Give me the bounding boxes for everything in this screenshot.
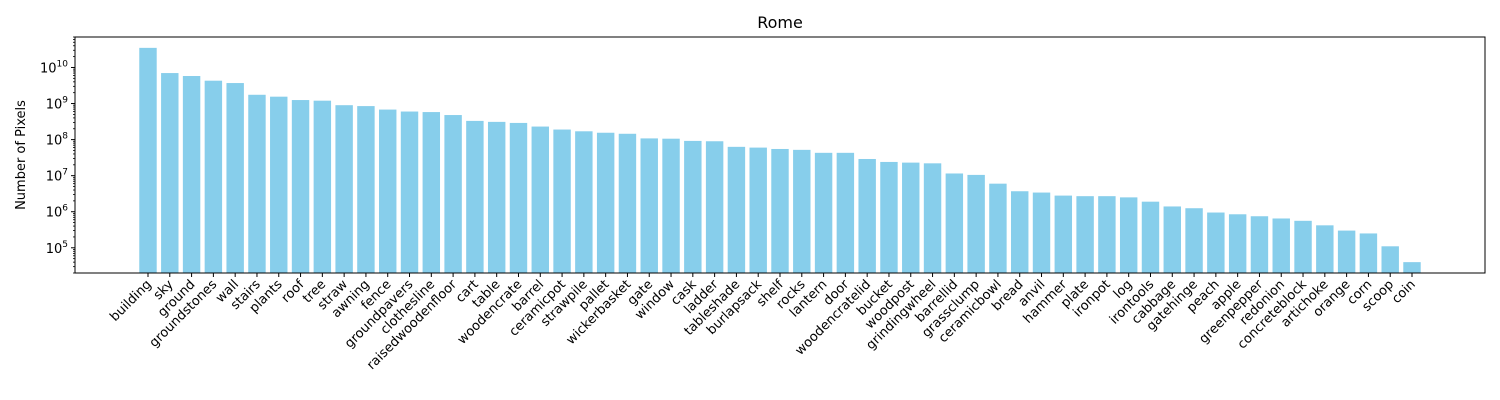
bar-fence xyxy=(379,109,397,273)
bar-cart xyxy=(466,120,484,274)
bar-plate xyxy=(1076,196,1094,273)
bar-plants xyxy=(270,96,288,274)
bar-woodencrate xyxy=(509,122,528,274)
bar-shelf xyxy=(771,148,789,273)
bar-raisedwoodenfloor xyxy=(444,115,462,273)
y-tick-label: 108 xyxy=(46,132,69,149)
bar-woodencratelid xyxy=(858,158,876,273)
bar-concreteblock xyxy=(1294,220,1312,273)
bar-pallet xyxy=(596,132,615,273)
bar-grassclump xyxy=(967,174,985,273)
plot-frame xyxy=(74,36,1486,274)
bar-greenpepper xyxy=(1250,216,1269,273)
y-tick-label: 1010 xyxy=(40,59,68,76)
bar-groundpavers xyxy=(400,111,419,273)
bar-hammer xyxy=(1054,195,1073,273)
bar-corn xyxy=(1359,233,1378,273)
bar-gate xyxy=(640,138,658,273)
bar-groundstones xyxy=(204,80,223,273)
bar-cabbage xyxy=(1163,206,1181,273)
bar-wall xyxy=(226,83,244,273)
bar-lantern xyxy=(814,152,833,273)
bar-door xyxy=(836,152,855,273)
bar-roof xyxy=(291,100,310,273)
bar-irontools xyxy=(1141,201,1160,273)
bar-bucket xyxy=(880,161,898,273)
y-tick-label: 105 xyxy=(46,240,68,257)
bar-awning xyxy=(357,106,375,273)
bar-anvil xyxy=(1032,192,1051,273)
bar-bread xyxy=(1011,191,1029,273)
bar-stairs xyxy=(248,94,266,273)
chart-title: Rome xyxy=(757,13,803,32)
bar-cask xyxy=(684,140,702,273)
bar-window xyxy=(662,138,680,273)
bar-scoop xyxy=(1381,246,1399,273)
bar-ceramicbowl xyxy=(989,183,1007,273)
bar-ground xyxy=(182,76,201,273)
bar-table xyxy=(487,121,506,273)
y-tick-label: 106 xyxy=(46,204,69,221)
bar-straw xyxy=(335,105,353,273)
bar-redonion xyxy=(1272,218,1290,273)
bar-peach xyxy=(1207,212,1225,273)
bar-tableshade xyxy=(727,146,746,273)
bar-burlapsack xyxy=(749,147,767,273)
bar-sky xyxy=(161,73,179,273)
bar-barrel xyxy=(531,126,549,273)
bars-group xyxy=(139,47,1421,274)
y-tick-label: 107 xyxy=(46,168,68,185)
bar-tree xyxy=(313,100,332,274)
bar-apple xyxy=(1228,214,1247,273)
bar-coin xyxy=(1403,262,1421,273)
bar-strawpile xyxy=(575,131,593,273)
bar-orange xyxy=(1337,230,1356,273)
bar-ironpot xyxy=(1098,196,1116,273)
bar-rocks xyxy=(793,149,811,273)
bar-ceramicpot xyxy=(553,129,571,273)
bar-building xyxy=(139,47,157,273)
bar-ladder xyxy=(705,141,724,273)
y-axis-label: Number of Pixels xyxy=(14,100,29,210)
bar-barrellid xyxy=(945,173,964,273)
y-tick-label: 109 xyxy=(46,96,69,113)
bar-log xyxy=(1119,197,1138,273)
bar-grindingwheel xyxy=(923,163,942,273)
bar-woodpost xyxy=(902,162,920,273)
bar-gatehinge xyxy=(1185,208,1203,273)
bar-clothesline xyxy=(422,112,441,273)
bar-wickerbasket xyxy=(618,133,637,273)
bar-artichoke xyxy=(1316,225,1334,273)
